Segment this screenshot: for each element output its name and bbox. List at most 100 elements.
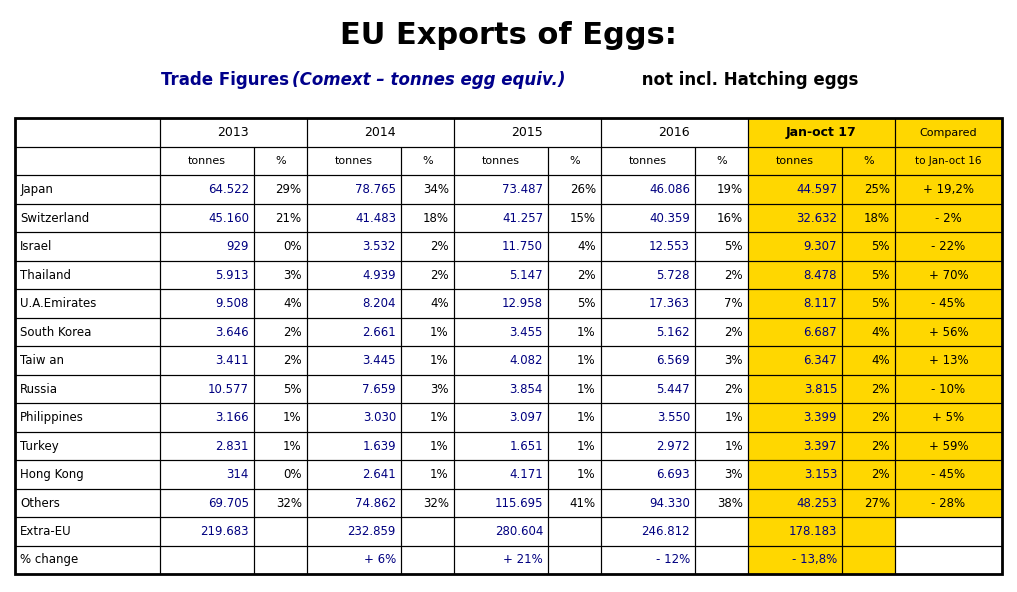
Text: 2014: 2014 <box>364 126 397 139</box>
Text: 2%: 2% <box>872 382 890 395</box>
Text: 3.550: 3.550 <box>657 411 690 424</box>
Text: 5.728: 5.728 <box>657 269 690 282</box>
Bar <box>695 261 747 289</box>
Text: Compared: Compared <box>919 128 977 138</box>
Bar <box>15 118 160 147</box>
Text: 38%: 38% <box>717 497 742 510</box>
Bar <box>842 517 895 546</box>
Bar <box>548 461 601 489</box>
Text: 29%: 29% <box>276 183 302 196</box>
Text: 3%: 3% <box>430 382 448 395</box>
Bar <box>401 461 454 489</box>
Bar <box>695 375 747 403</box>
Text: 1%: 1% <box>430 439 448 452</box>
Bar <box>895 517 1002 546</box>
Text: 929: 929 <box>227 240 249 253</box>
Bar <box>548 546 601 574</box>
Bar <box>401 432 454 461</box>
Bar <box>307 175 401 204</box>
Bar <box>747 546 842 574</box>
Bar <box>15 232 160 261</box>
Text: Trade Figures: Trade Figures <box>161 71 295 89</box>
Bar <box>401 175 454 204</box>
Bar <box>454 432 548 461</box>
Bar <box>548 403 601 432</box>
Bar <box>548 204 601 232</box>
Bar <box>842 461 895 489</box>
Text: 16%: 16% <box>717 211 742 224</box>
Text: not incl. Hatching eggs: not incl. Hatching eggs <box>636 71 858 89</box>
Text: 4.171: 4.171 <box>510 468 543 481</box>
Bar <box>747 261 842 289</box>
Bar <box>747 232 842 261</box>
Text: 40.359: 40.359 <box>649 211 690 224</box>
Bar <box>842 432 895 461</box>
Bar <box>254 175 307 204</box>
Bar <box>895 289 1002 318</box>
Text: + 59%: + 59% <box>929 439 968 452</box>
Text: 73.487: 73.487 <box>502 183 543 196</box>
Text: 3.399: 3.399 <box>803 411 837 424</box>
Bar <box>307 546 401 574</box>
Text: %: % <box>863 156 874 166</box>
Bar <box>548 261 601 289</box>
Text: 3.397: 3.397 <box>803 439 837 452</box>
Bar <box>895 375 1002 403</box>
Text: 5.147: 5.147 <box>510 269 543 282</box>
Bar <box>895 318 1002 346</box>
Text: 3.854: 3.854 <box>510 382 543 395</box>
Text: 1%: 1% <box>578 439 596 452</box>
Text: 2%: 2% <box>430 240 448 253</box>
Bar <box>747 546 842 574</box>
Text: 3.411: 3.411 <box>216 354 249 367</box>
Bar <box>747 289 842 318</box>
Text: 7%: 7% <box>724 297 742 310</box>
Bar <box>160 318 254 346</box>
Bar <box>695 432 747 461</box>
Bar <box>254 403 307 432</box>
Text: 3.646: 3.646 <box>216 326 249 339</box>
Bar <box>747 489 842 517</box>
Bar <box>15 175 160 204</box>
Bar <box>842 204 895 232</box>
Bar <box>15 489 160 517</box>
Bar <box>895 232 1002 261</box>
Text: 8.204: 8.204 <box>362 297 396 310</box>
Text: 12.958: 12.958 <box>502 297 543 310</box>
Text: + 21%: + 21% <box>503 554 543 567</box>
Text: - 28%: - 28% <box>932 497 965 510</box>
Text: 6.693: 6.693 <box>656 468 690 481</box>
Text: 3.532: 3.532 <box>363 240 396 253</box>
Text: 18%: 18% <box>423 211 448 224</box>
Text: 4%: 4% <box>872 326 890 339</box>
Text: Jan-oct 17: Jan-oct 17 <box>786 126 856 139</box>
Bar <box>160 175 254 204</box>
Text: + 5%: + 5% <box>933 411 964 424</box>
Text: 69.705: 69.705 <box>207 497 249 510</box>
Bar <box>842 403 895 432</box>
Bar <box>747 318 842 346</box>
Bar <box>15 546 160 574</box>
Text: 115.695: 115.695 <box>494 497 543 510</box>
Bar <box>842 232 895 261</box>
Bar <box>842 546 895 574</box>
Text: 21%: 21% <box>276 211 302 224</box>
Bar <box>548 232 601 261</box>
Bar <box>307 375 401 403</box>
Text: 2%: 2% <box>724 382 742 395</box>
Text: 64.522: 64.522 <box>207 183 249 196</box>
Bar <box>601 461 695 489</box>
Bar <box>454 461 548 489</box>
Text: 3.097: 3.097 <box>510 411 543 424</box>
Bar <box>695 204 747 232</box>
Bar <box>548 318 601 346</box>
Bar <box>747 261 842 289</box>
Bar <box>601 118 747 147</box>
Bar <box>548 432 601 461</box>
Bar <box>401 232 454 261</box>
Bar <box>895 147 1002 175</box>
Bar <box>160 403 254 432</box>
Text: + 56%: + 56% <box>929 326 968 339</box>
Text: Japan: Japan <box>20 183 53 196</box>
Bar <box>601 261 695 289</box>
